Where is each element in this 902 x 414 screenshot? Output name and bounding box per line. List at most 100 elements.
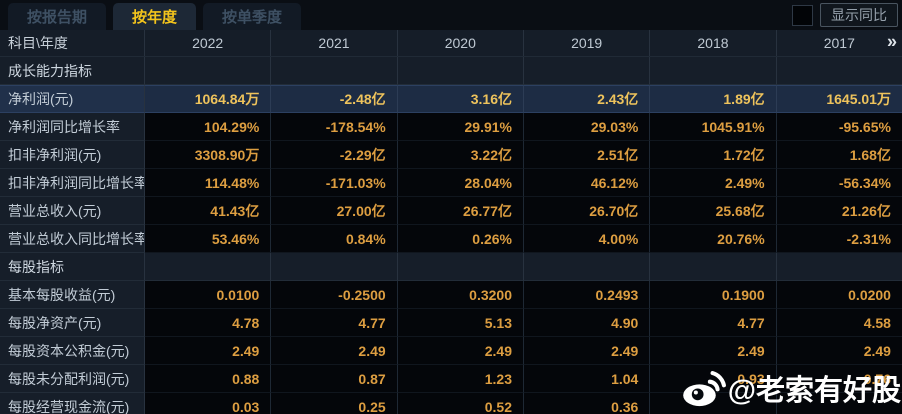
cell-value: 4.78 <box>145 309 272 337</box>
cell-value <box>523 253 651 281</box>
cell-value <box>271 57 398 85</box>
cell-value: 26.70亿 <box>523 197 651 225</box>
cell-value: 1064.84万 <box>145 85 272 113</box>
year-header: 2020 <box>398 30 524 56</box>
cell-value: 0.1900 <box>650 281 777 309</box>
table-row[interactable]: 净利润(元) 1064.84万 -2.48亿 3.16亿 2.43亿 1.89亿 1645.… <box>0 85 902 113</box>
table-row[interactable]: 扣非净利润同比增长率 114.48% -171.03% 28.04% 46.12% 2.4… <box>0 169 902 197</box>
cell-value: 114.48% <box>145 169 272 197</box>
cell-value <box>776 253 902 281</box>
cell-value <box>650 57 777 85</box>
cell-value: 1.68亿 <box>776 141 902 169</box>
cell-value: 0.03 <box>145 393 272 414</box>
row-label: 营业总收入同比增长率 <box>0 225 145 253</box>
cell-value: 1.72亿 <box>650 141 777 169</box>
cell-value <box>650 393 777 414</box>
table-row[interactable]: 每股净资产(元) 4.78 4.77 5.13 4.90 4.77 4.58 <box>0 309 902 337</box>
table-row[interactable]: 每股未分配利润(元) 0.88 0.87 1.23 1.04 0.93 0.76 <box>0 365 902 393</box>
table-row[interactable]: 基本每股收益(元) 0.0100 -0.2500 0.3200 0.2493 0.1900… <box>0 281 902 309</box>
more-years-icon[interactable]: » <box>886 31 897 52</box>
table-row[interactable]: 每股资本公积金(元) 2.49 2.49 2.49 2.49 2.49 2.49 <box>0 337 902 365</box>
show-yoy-label[interactable]: 显示同比 <box>820 3 898 27</box>
cell-value: 4.58 <box>776 309 902 337</box>
cell-value: 0.25 <box>271 393 398 414</box>
cell-value: 2.49 <box>397 337 524 365</box>
cell-value <box>145 57 272 85</box>
cell-value: 53.46% <box>145 225 272 253</box>
cell-value: 1.23 <box>397 365 524 393</box>
cell-value <box>397 253 524 281</box>
section-row: 成长能力指标 <box>0 57 902 85</box>
cell-value: 2.43亿 <box>523 85 651 113</box>
cell-value: 4.00% <box>523 225 651 253</box>
top-controls: 显示同比 <box>792 3 898 27</box>
cell-value: 2.51亿 <box>523 141 651 169</box>
cell-value: 1045.91% <box>650 113 777 141</box>
cell-value <box>271 253 398 281</box>
row-label: 净利润(元) <box>0 85 145 113</box>
table-row[interactable]: 净利润同比增长率 104.29% -178.54% 29.91% 29.03% 1045.… <box>0 113 902 141</box>
row-label: 每股指标 <box>0 253 145 281</box>
row-label: 基本每股收益(元) <box>0 281 145 309</box>
cell-value: 0.0200 <box>776 281 902 309</box>
row-label: 每股未分配利润(元) <box>0 365 145 393</box>
cell-value: 2.49% <box>650 169 777 197</box>
cell-value: -2.48亿 <box>271 85 398 113</box>
cell-value <box>523 57 651 85</box>
cell-value <box>776 393 902 414</box>
cell-value: -178.54% <box>271 113 398 141</box>
cell-value <box>776 57 902 85</box>
year-header: 2022 <box>145 30 272 56</box>
table-row[interactable]: 扣非净利润(元) 3308.90万 -2.29亿 3.22亿 2.51亿 1.72亿 1.6… <box>0 141 902 169</box>
row-label: 营业总收入(元) <box>0 197 145 225</box>
table-row[interactable]: 营业总收入同比增长率 53.46% 0.84% 0.26% 4.00% 20.76% -2.… <box>0 225 902 253</box>
cell-value: 0.26% <box>397 225 524 253</box>
year-header: 2021 <box>271 30 398 56</box>
cell-value: 0.52 <box>397 393 524 414</box>
table-row[interactable]: 每股经营现金流(元) 0.03 0.25 0.52 0.36 <box>0 393 902 414</box>
cell-value: 0.84% <box>271 225 398 253</box>
cell-value: 4.77 <box>271 309 398 337</box>
cell-value: 26.77亿 <box>397 197 524 225</box>
row-label: 扣非净利润(元) <box>0 141 145 169</box>
tab-yearly[interactable]: 按年度 <box>113 3 197 30</box>
row-label: 每股经营现金流(元) <box>0 393 145 414</box>
cell-value: 2.49 <box>650 337 777 365</box>
show-yoy-checkbox[interactable] <box>792 4 813 26</box>
cell-value: -0.2500 <box>271 281 398 309</box>
cell-value: 2.49 <box>776 337 902 365</box>
cell-value <box>145 253 272 281</box>
cell-value: -2.29亿 <box>271 141 398 169</box>
cell-value <box>397 57 524 85</box>
header-row: 科目\年度 2022 2021 2020 2019 2018 2017» <box>0 30 902 57</box>
cell-value: 46.12% <box>523 169 651 197</box>
row-label: 每股资本公积金(元) <box>0 337 145 365</box>
tab-report-period[interactable]: 按报告期 <box>8 3 107 30</box>
cell-value: 0.93 <box>650 365 777 393</box>
tab-single-quarter[interactable]: 按单季度 <box>203 3 302 30</box>
cell-value: 20.76% <box>650 225 777 253</box>
table-row[interactable]: 营业总收入(元) 41.43亿 27.00亿 26.77亿 26.70亿 25.68亿 21… <box>0 197 902 225</box>
cell-value: -56.34% <box>776 169 902 197</box>
cell-value: 21.26亿 <box>776 197 902 225</box>
cell-value: 104.29% <box>145 113 272 141</box>
cell-value: 0.3200 <box>397 281 524 309</box>
year-header: 2019 <box>524 30 651 56</box>
cell-value: 29.03% <box>523 113 651 141</box>
cell-value: 0.87 <box>271 365 398 393</box>
cell-value: 29.91% <box>397 113 524 141</box>
cell-value: 4.77 <box>650 309 777 337</box>
cell-value: 28.04% <box>397 169 524 197</box>
corner-label: 科目\年度 <box>0 30 145 56</box>
row-label: 扣非净利润同比增长率 <box>0 169 145 197</box>
cell-value: 1.04 <box>523 365 651 393</box>
cell-value: 0.88 <box>145 365 272 393</box>
cell-value: 3.22亿 <box>397 141 524 169</box>
cell-value: 0.0100 <box>145 281 272 309</box>
cell-value: 5.13 <box>397 309 524 337</box>
year-header: 2018 <box>650 30 777 56</box>
period-tabbar: 按报告期 按年度 按单季度 显示同比 <box>0 0 902 30</box>
table-body: 成长能力指标 净利润(元) 1064.84万 -2.48亿 3.16亿 2.43亿 1.89… <box>0 57 902 414</box>
cell-value: 25.68亿 <box>650 197 777 225</box>
